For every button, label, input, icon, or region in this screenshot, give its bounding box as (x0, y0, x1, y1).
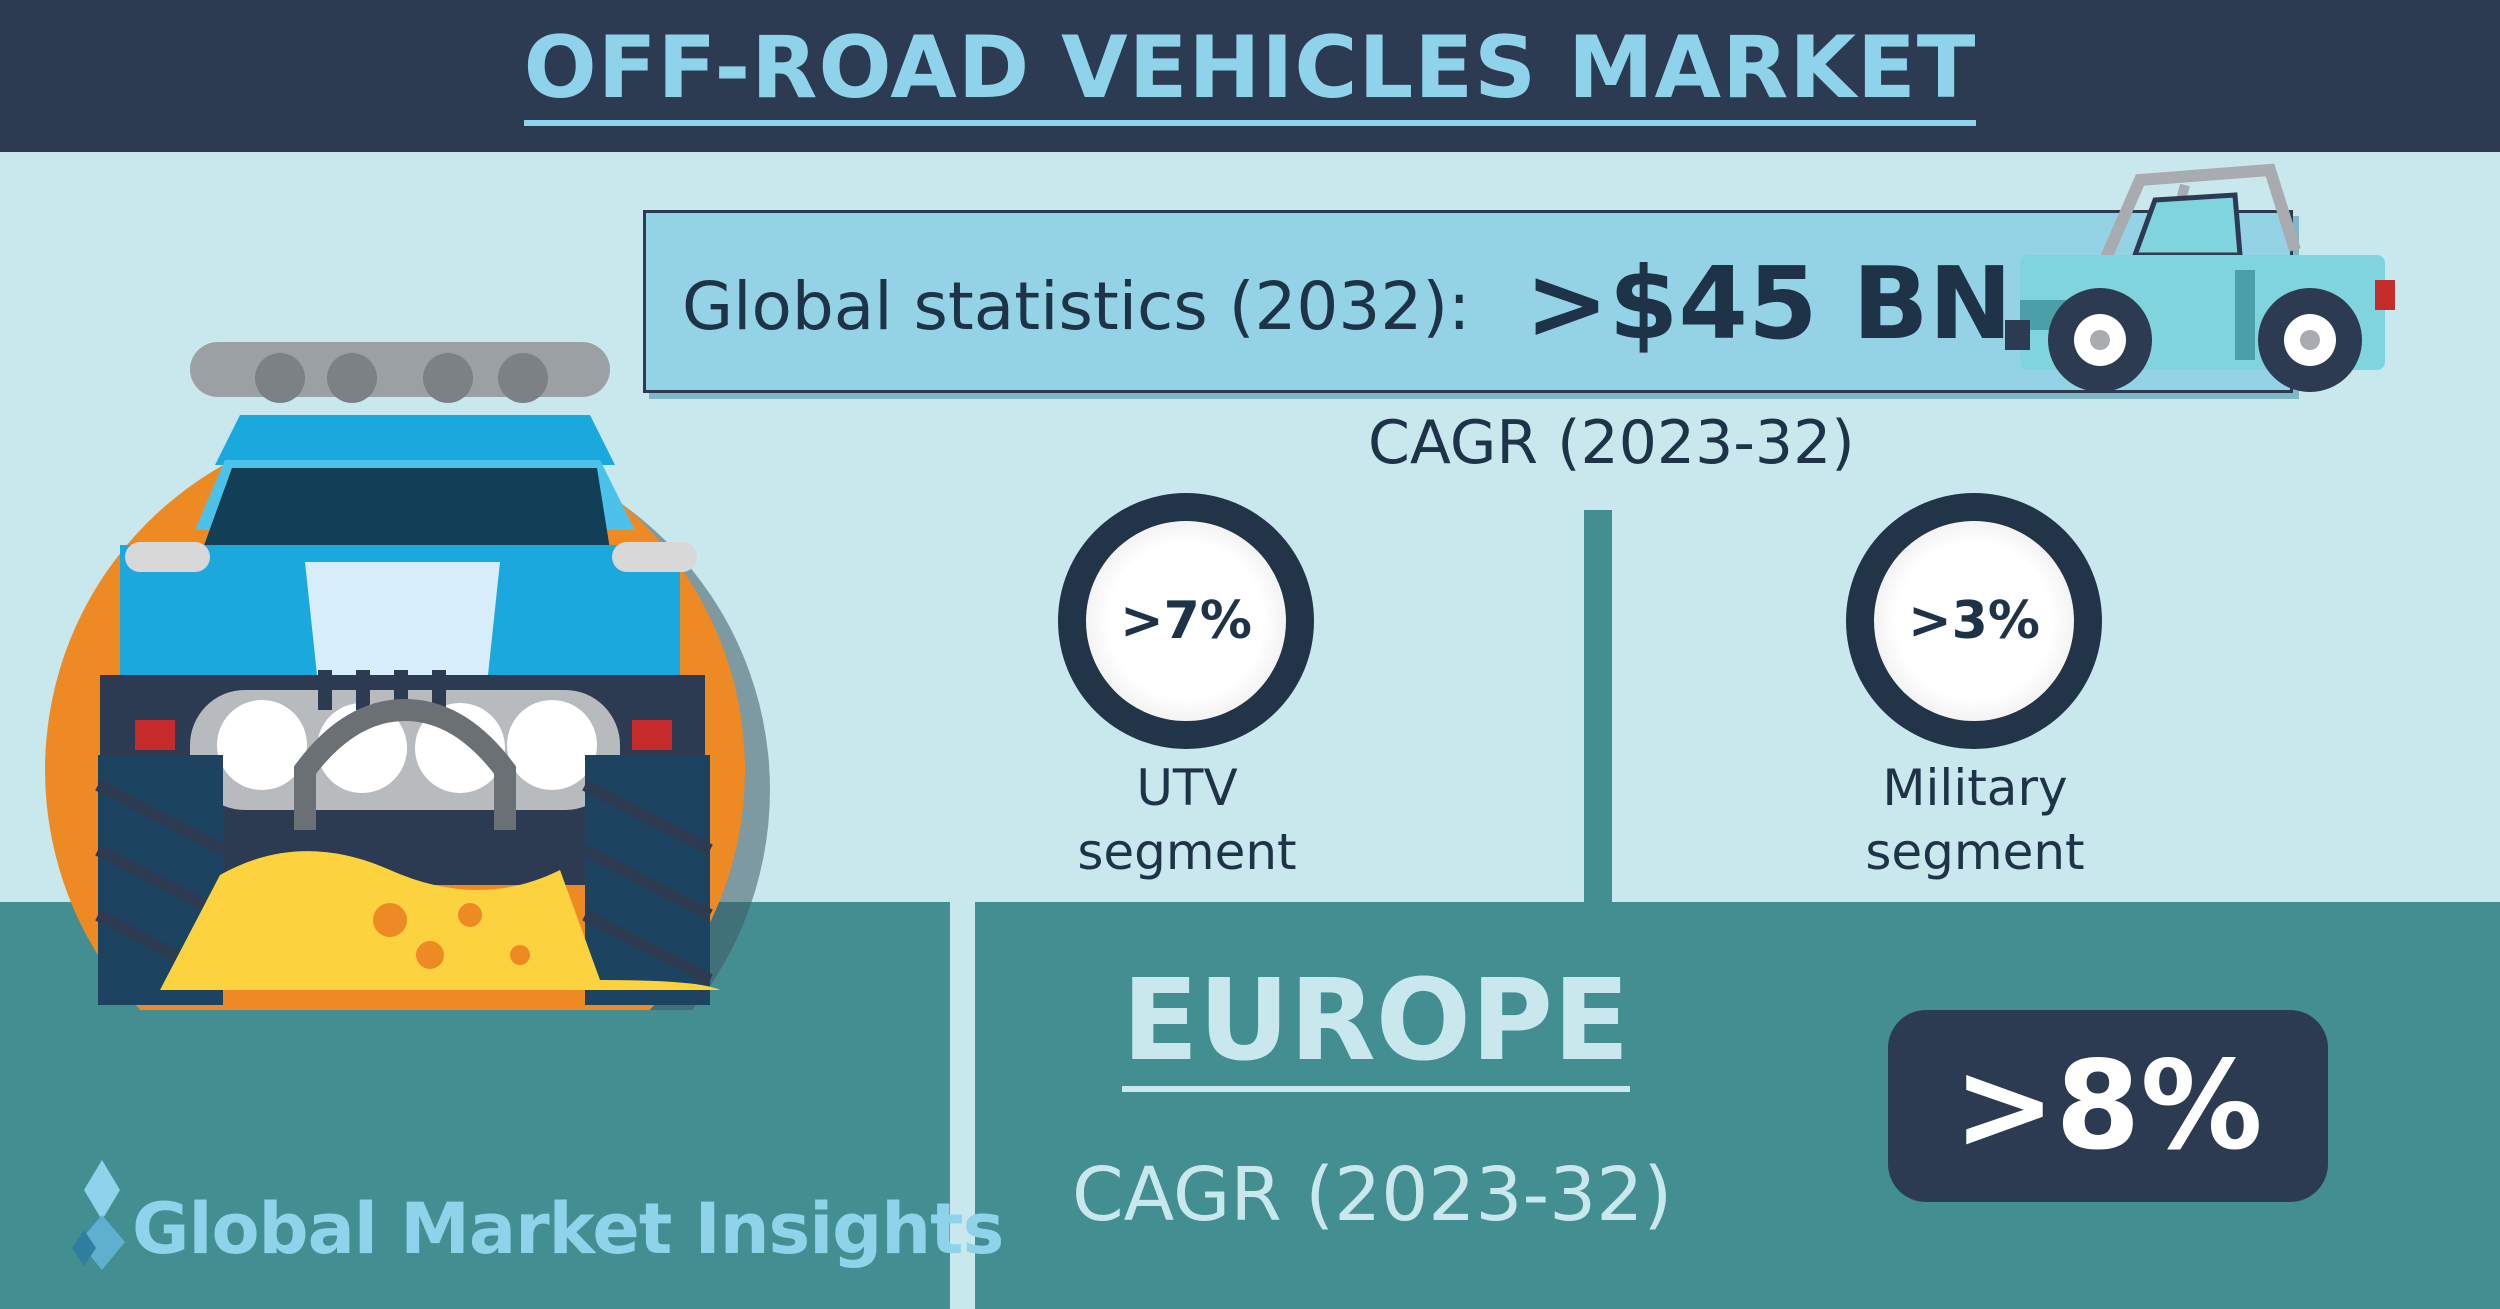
offroad-car-illustration (45, 342, 770, 1010)
military-cagr-value: >3% (1874, 521, 2074, 721)
page-title: OFF-ROAD VEHICLES MARKET (0, 18, 2500, 126)
utv-cagr-value: >7% (1086, 521, 1286, 721)
panel-divider (950, 902, 975, 1309)
utv-segment-suffix: segment (1077, 823, 1297, 881)
diamond-logo-icon (72, 1160, 125, 1270)
region-cagr-badge: >8% (1888, 1010, 2328, 1202)
military-cagr-ring: >3% (1846, 493, 2102, 749)
header-bar (0, 0, 2500, 152)
region-cagr-label: CAGR (2023-32) (1072, 1152, 1673, 1238)
global-statistics-value: >$45 BN (1525, 245, 2013, 362)
region-name: EUROPE (1122, 962, 1630, 1092)
utv-cagr-ring: >7% (1058, 493, 1314, 749)
utv-segment-label: UTV segment (977, 756, 1397, 884)
global-statistics-label: Global statistics (2032): (682, 268, 1471, 345)
utv-segment-name: UTV (1136, 759, 1238, 817)
military-segment-label: Military segment (1765, 756, 2185, 884)
cagr-label: CAGR (2023-32) (1368, 408, 1855, 478)
global-statistics-box (643, 210, 2293, 393)
military-segment-suffix: segment (1865, 823, 2085, 881)
segment-divider (1584, 510, 1612, 902)
military-segment-name: Military (1882, 759, 2068, 817)
jeep-icon (2005, 163, 2395, 392)
brand-name: Global Market Insights (132, 1188, 1004, 1270)
